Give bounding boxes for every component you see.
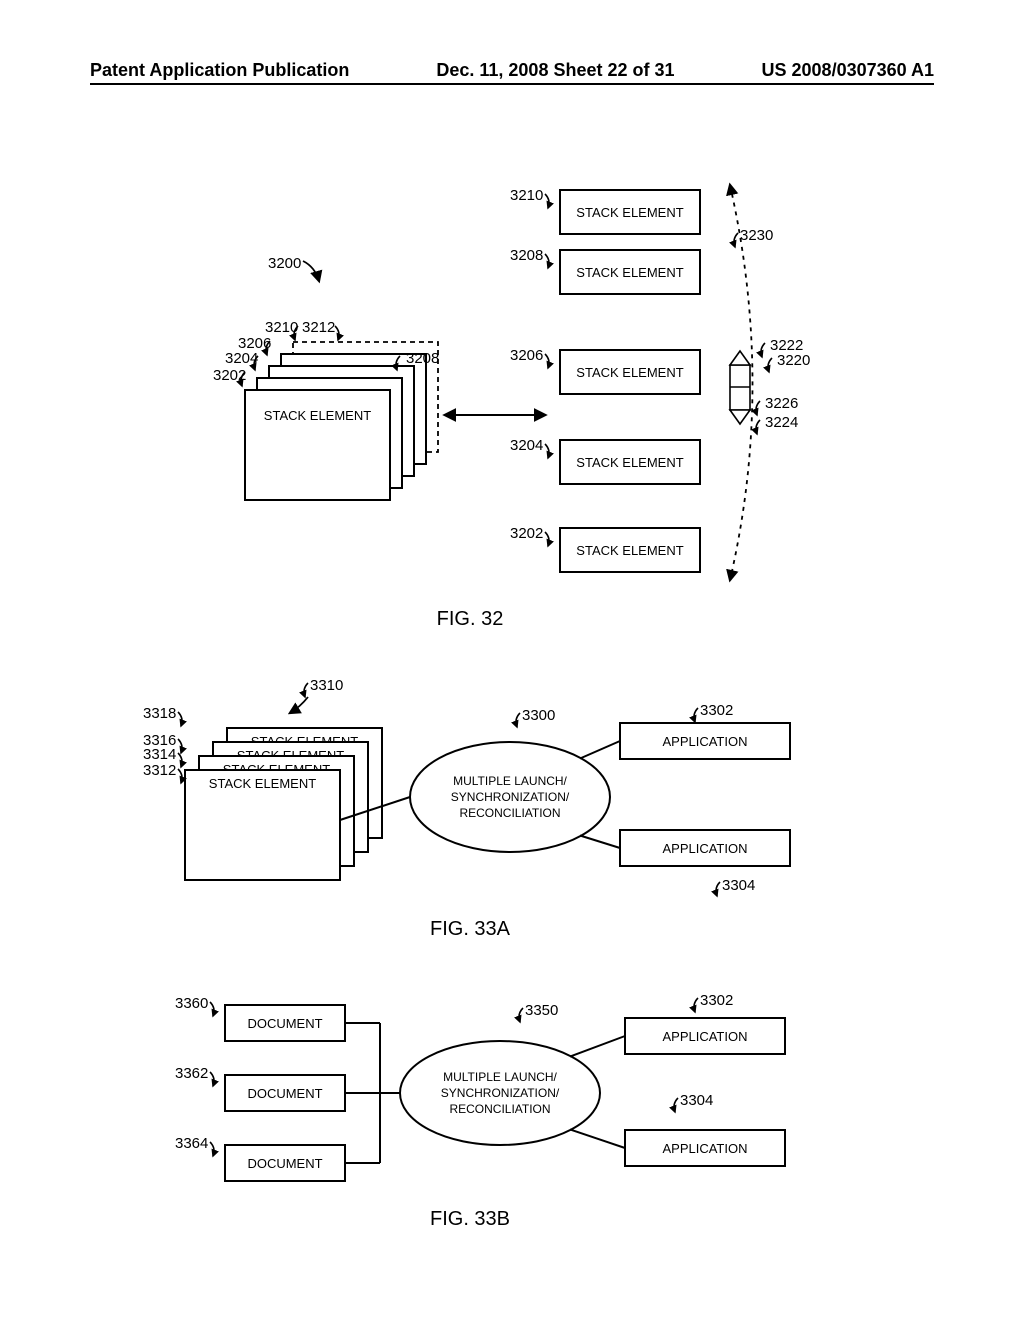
svg-text:3364: 3364 (175, 1135, 208, 1152)
svg-text:3304: 3304 (722, 877, 755, 894)
svg-text:3220: 3220 (777, 352, 810, 369)
svg-text:3210: 3210 (510, 187, 543, 204)
svg-text:APPLICATION: APPLICATION (662, 841, 747, 856)
fig-33a: STACK ELEMENTSTACK ELEMENTSTACK ELEMENTS… (143, 677, 790, 940)
svg-text:3206: 3206 (510, 347, 543, 364)
svg-text:DOCUMENT: DOCUMENT (247, 1086, 322, 1101)
fig-32: STACK ELEMENT 3202 3204 3206 3210 3212 3208 320… (213, 185, 810, 630)
svg-text:3202: 3202 (510, 525, 543, 542)
svg-text:3302: 3302 (700, 992, 733, 1009)
svg-text:APPLICATION: APPLICATION (662, 1141, 747, 1156)
svg-text:3212: 3212 (302, 319, 335, 336)
patent-page: Patent Application Publication Dec. 11, … (0, 0, 1024, 1320)
svg-text:3226: 3226 (765, 395, 798, 412)
svg-text:MULTIPLE LAUNCH/: MULTIPLE LAUNCH/ (453, 774, 567, 788)
svg-text:3304: 3304 (680, 1092, 713, 1109)
svg-text:APPLICATION: APPLICATION (662, 734, 747, 749)
svg-text:3208: 3208 (406, 350, 439, 367)
svg-text:3204: 3204 (510, 437, 543, 454)
svg-text:3208: 3208 (510, 247, 543, 264)
svg-text:STACK ELEMENT: STACK ELEMENT (264, 408, 371, 423)
svg-text:3362: 3362 (175, 1065, 208, 1082)
svg-text:FIG. 33B: FIG. 33B (430, 1208, 510, 1230)
svg-text:3350: 3350 (525, 1002, 558, 1019)
svg-text:3318: 3318 (143, 705, 176, 722)
svg-text:3314: 3314 (143, 746, 176, 763)
svg-text:FIG. 32: FIG. 32 (437, 608, 504, 630)
svg-text:STACK ELEMENT: STACK ELEMENT (576, 455, 683, 470)
svg-text:3300: 3300 (522, 707, 555, 724)
svg-text:3310: 3310 (310, 677, 343, 694)
svg-text:DOCUMENT: DOCUMENT (247, 1156, 322, 1171)
svg-text:3200: 3200 (268, 255, 301, 272)
svg-text:STACK ELEMENT: STACK ELEMENT (576, 205, 683, 220)
svg-text:RECONCILIATION: RECONCILIATION (449, 1102, 550, 1116)
svg-text:STACK ELEMENT: STACK ELEMENT (576, 265, 683, 280)
svg-text:3230: 3230 (740, 227, 773, 244)
fig-33b: DOCUMENT DOCUMENT DOCUMENT 3360 3362 3364 MULT… (175, 992, 785, 1230)
svg-text:3360: 3360 (175, 995, 208, 1012)
svg-text:STACK ELEMENT: STACK ELEMENT (209, 776, 316, 791)
diagram-svg: STACK ELEMENT 3202 3204 3206 3210 3212 3208 320… (0, 0, 1024, 1320)
svg-text:3224: 3224 (765, 414, 798, 431)
svg-text:DOCUMENT: DOCUMENT (247, 1016, 322, 1031)
svg-text:3302: 3302 (700, 702, 733, 719)
svg-text:SYNCHRONIZATION/: SYNCHRONIZATION/ (451, 790, 570, 804)
svg-text:RECONCILIATION: RECONCILIATION (459, 806, 560, 820)
svg-text:FIG. 33A: FIG. 33A (430, 918, 511, 940)
svg-text:3312: 3312 (143, 762, 176, 779)
svg-text:APPLICATION: APPLICATION (662, 1029, 747, 1044)
svg-text:SYNCHRONIZATION/: SYNCHRONIZATION/ (441, 1086, 560, 1100)
svg-text:STACK ELEMENT: STACK ELEMENT (576, 543, 683, 558)
svg-text:STACK ELEMENT: STACK ELEMENT (576, 365, 683, 380)
svg-text:MULTIPLE LAUNCH/: MULTIPLE LAUNCH/ (443, 1070, 557, 1084)
